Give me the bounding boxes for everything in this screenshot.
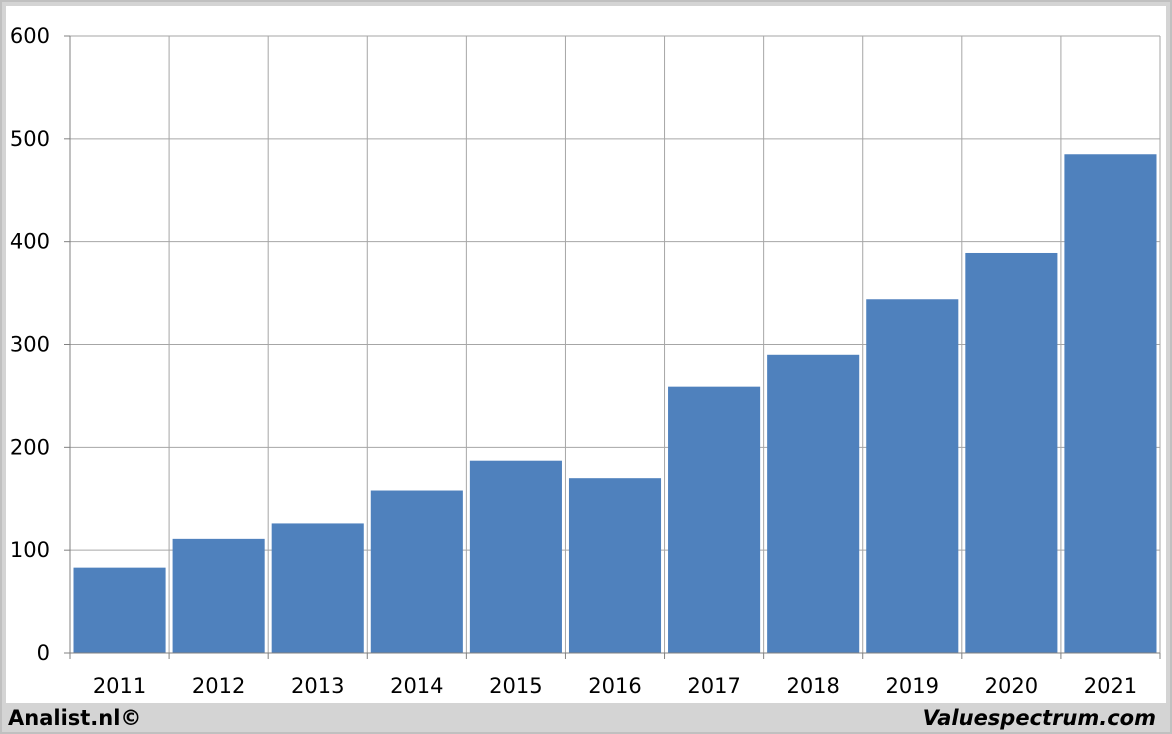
plot-panel: 0 100 200 300 400 500 600 2011 2012 2013 2014 2015 2…	[6, 6, 1166, 703]
bar-2013	[271, 523, 364, 653]
x-tick-label: 2018	[786, 674, 839, 698]
grid-layer	[69, 35, 1161, 654]
bar-2015	[469, 460, 562, 653]
x-tick-label: 2013	[291, 674, 344, 698]
bar-2011	[73, 567, 166, 653]
axis-layer	[64, 35, 1161, 659]
bar-2014	[370, 490, 463, 653]
x-tick-label: 2016	[588, 674, 641, 698]
source-credit: Analist.nl©	[8, 706, 142, 730]
y-tick-label: 0	[37, 641, 50, 665]
y-tick-label: 200	[10, 435, 50, 459]
y-tick-label: 500	[10, 127, 50, 151]
x-tick-label: 2020	[985, 674, 1038, 698]
x-tick-label: 2017	[687, 674, 740, 698]
x-tick-label: 2019	[886, 674, 939, 698]
y-tick-label: 600	[10, 24, 50, 48]
tick-label-layer: 0 100 200 300 400 500 600 2011 2012 2013 2014 2015 2…	[10, 24, 1137, 698]
bar-2020	[965, 252, 1058, 653]
x-tick-label: 2011	[93, 674, 146, 698]
bar-2019	[866, 299, 959, 653]
x-tick-label: 2014	[390, 674, 443, 698]
bar-2021	[1064, 154, 1157, 653]
y-tick-label: 300	[10, 333, 50, 357]
bar-2018	[767, 354, 860, 653]
site-credit: Valuespectrum.com	[922, 706, 1156, 730]
bar-chart: 0 100 200 300 400 500 600 2011 2012 2013 2014 2015 2…	[10, 24, 1161, 698]
bar-2016	[568, 478, 662, 653]
x-tick-label: 2012	[192, 674, 245, 698]
y-tick-label: 400	[10, 230, 50, 254]
y-tick-label: 100	[10, 538, 50, 562]
bar-2017	[668, 386, 761, 653]
bar-layer	[73, 154, 1157, 653]
x-tick-label: 2015	[489, 674, 542, 698]
x-tick-label: 2021	[1084, 674, 1137, 698]
bar-2012	[172, 538, 265, 653]
